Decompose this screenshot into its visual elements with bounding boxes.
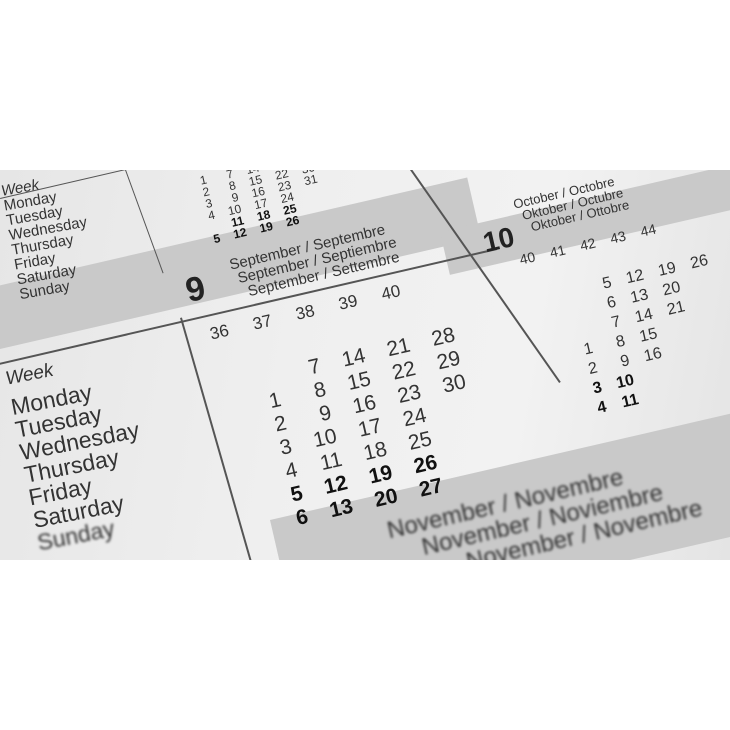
week-number: 38 [293, 300, 317, 324]
calendar-photo: Week Monday Tuesday Wednesday Thursday F… [0, 170, 730, 560]
lower-weekday-labels: Week Monday Tuesday Wednesday Thursday F… [4, 347, 159, 556]
november-week-number: 48 [682, 559, 712, 560]
week-number: 37 [250, 310, 274, 334]
week-number: 36 [208, 320, 231, 344]
week-number: 39 [336, 291, 360, 314]
week-number: 40 [379, 281, 403, 304]
october-day-grid: 1 2 3 4 5 6 7 8 9 10 11 12 13 14 15 16 19 20 21 26 [545, 251, 730, 425]
